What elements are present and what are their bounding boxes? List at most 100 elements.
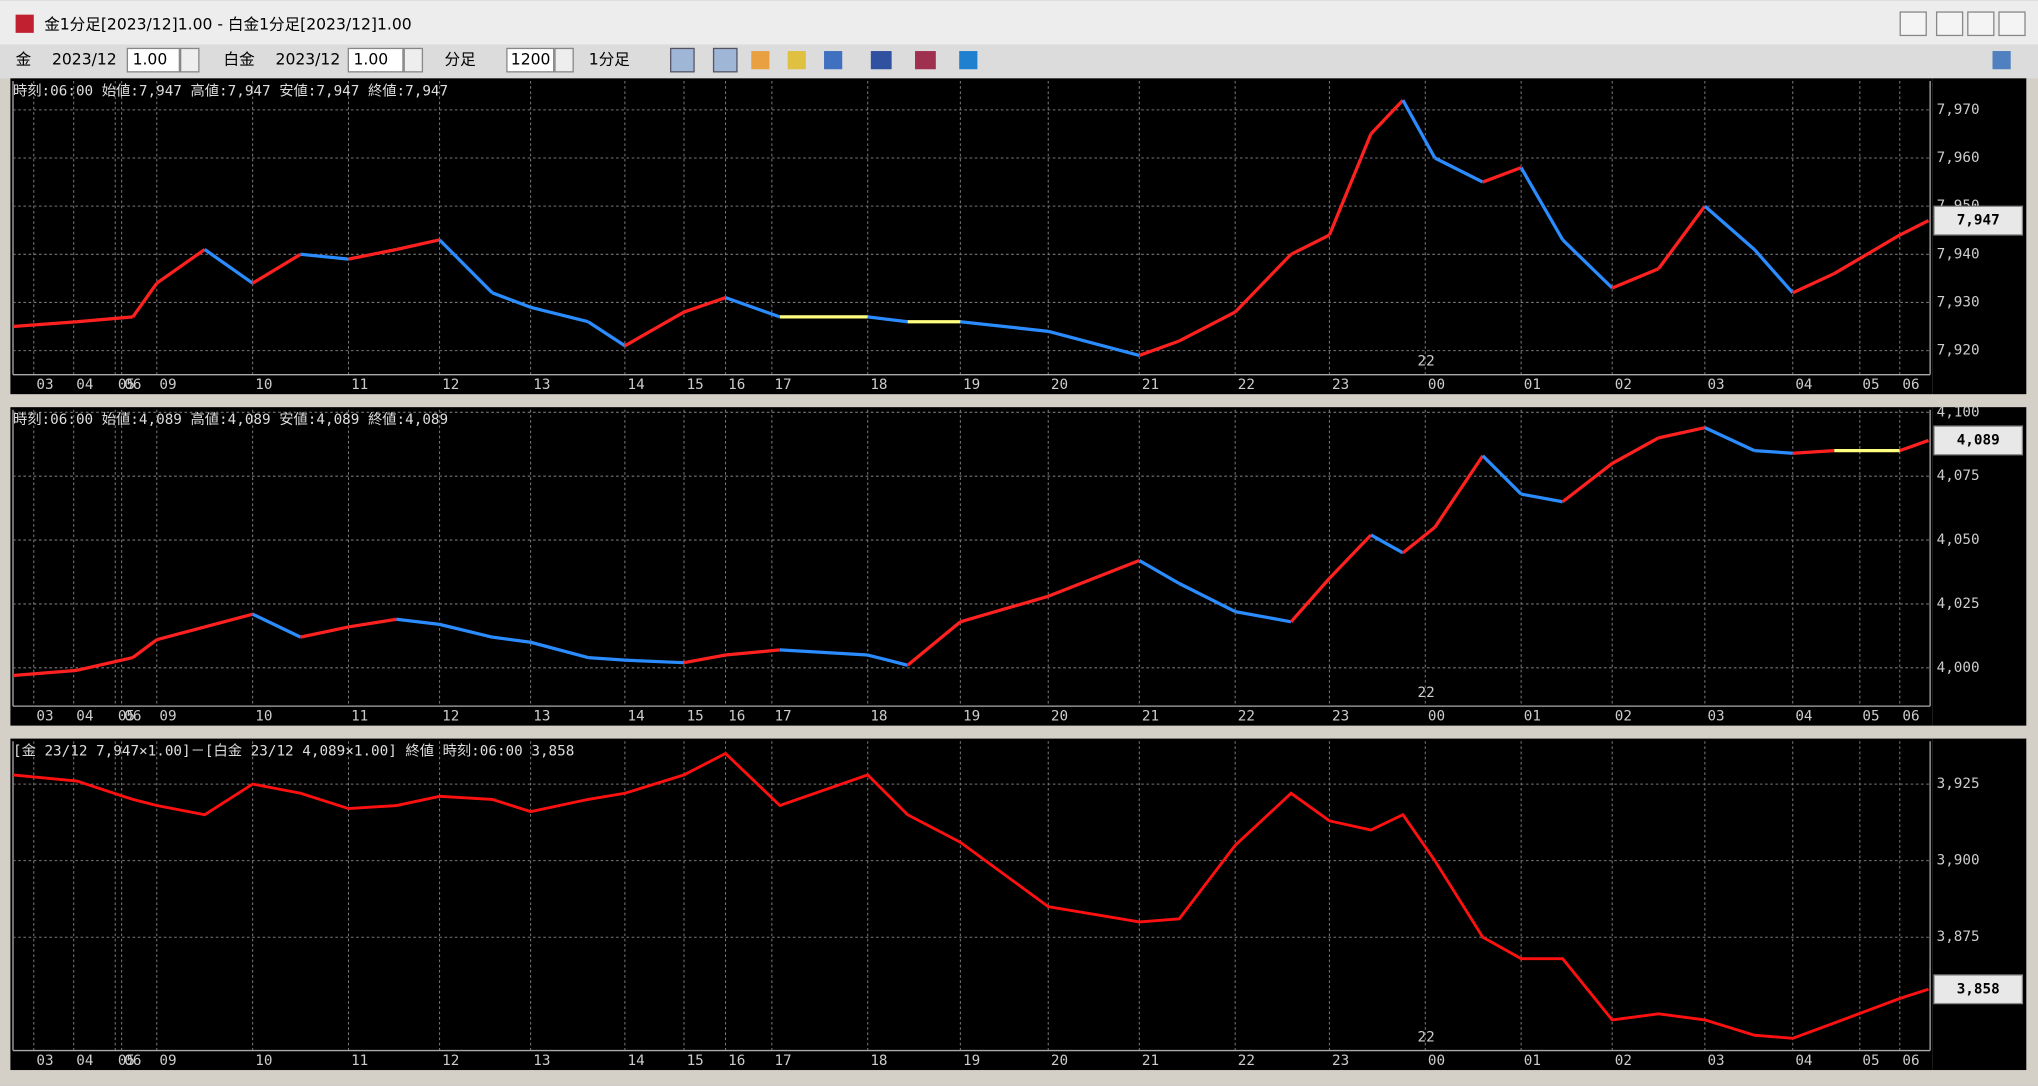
x-tick-label: 06 — [124, 709, 141, 725]
axis-background — [1932, 78, 2027, 395]
draw-tool[interactable] — [824, 51, 843, 70]
price-segment — [1899, 438, 1930, 453]
close-button[interactable] — [1998, 11, 2026, 37]
pen-tool[interactable] — [787, 51, 806, 70]
x-tick-label: 09 — [159, 709, 176, 725]
price-segment — [1703, 204, 1756, 251]
panel-header: 時刻:06:00 始値:7,947 高値:7,947 安値:7,947 終値:7… — [13, 82, 448, 99]
bars-input[interactable] — [506, 47, 555, 73]
y-tick-label: 3,925 — [1937, 776, 1980, 792]
x-tick-label: 15 — [687, 1053, 704, 1069]
period-unit[interactable]: 分足 — [445, 51, 477, 69]
last-value: 3,858 — [1957, 981, 2000, 997]
mult1: 1.00 — [133, 51, 168, 69]
price-segment — [960, 320, 1049, 333]
price-segment — [530, 640, 589, 660]
price-segment — [779, 648, 868, 657]
x-tick-label: 11 — [351, 709, 368, 725]
x-tick-label: 06 — [1902, 1053, 1919, 1069]
price-segment — [491, 291, 532, 309]
x-tick-label: 15 — [687, 377, 704, 393]
tool-button[interactable] — [670, 47, 695, 73]
x-tick-label: 09 — [159, 377, 176, 393]
price-segment — [1178, 582, 1236, 614]
price-segment — [1370, 533, 1404, 555]
indicator-tool[interactable] — [915, 51, 936, 70]
axis-background — [1932, 407, 2027, 726]
price-segment — [348, 247, 397, 261]
price-segment — [1178, 310, 1236, 343]
x-tick-label: 13 — [533, 1053, 550, 1069]
price-segment — [724, 296, 781, 319]
price-segment — [300, 252, 349, 261]
x-tick-label: 11 — [351, 1053, 368, 1069]
price-segment — [1611, 436, 1660, 465]
price-segment — [438, 238, 494, 294]
price-segment — [1753, 248, 1794, 294]
y-tick-label: 7,930 — [1937, 294, 1980, 310]
x-tick-label: 05 — [118, 1053, 135, 1069]
x-tick-label: 05 — [1862, 709, 1879, 725]
panel-background — [10, 78, 1933, 395]
x-tick-label: 17 — [774, 1053, 791, 1069]
last-value-box — [1933, 425, 2024, 456]
price-segment — [1658, 426, 1706, 440]
minimize-button[interactable] — [1935, 11, 1964, 37]
maximize-button[interactable] — [1967, 11, 1995, 37]
x-tick-label: 10 — [255, 1053, 272, 1069]
mult1-input[interactable] — [126, 47, 181, 73]
price-segment — [155, 248, 206, 285]
last-value: 4,089 — [1957, 432, 2000, 448]
price-segment — [1611, 267, 1660, 290]
x-tick-label: 21 — [1142, 709, 1159, 725]
mult2-spin[interactable] — [403, 47, 424, 73]
settings-tool[interactable] — [1992, 51, 2011, 70]
bars-spin[interactable] — [554, 47, 574, 73]
price-segment — [1704, 426, 1756, 453]
month2: 2023/12 — [276, 51, 341, 69]
toolbar — [0, 44, 2038, 79]
panel-background — [10, 407, 1933, 726]
price-segment — [396, 617, 440, 626]
title-bar — [0, 0, 2038, 45]
price-segment — [959, 594, 1049, 624]
x-tick-label: 22 — [1238, 377, 1255, 393]
restore-button[interactable] — [1899, 11, 1927, 37]
price-segment — [906, 620, 962, 667]
price-segment — [1520, 492, 1563, 504]
x-tick-label: 19 — [963, 1053, 980, 1069]
y-tick-label: 4,100 — [1937, 404, 1980, 420]
refresh-tool[interactable] — [959, 51, 978, 70]
x-tick-label: 15 — [687, 709, 704, 725]
x-tick-label: 23 — [1332, 377, 1349, 393]
mult1-spin[interactable] — [180, 47, 200, 73]
x-tick-label: 00 — [1428, 1053, 1445, 1069]
pointer-tool[interactable] — [712, 47, 738, 73]
x-tick-label: 12 — [442, 377, 459, 393]
price-segment — [587, 320, 626, 348]
x-tick-label: 21 — [1142, 377, 1159, 393]
price-segment — [1290, 233, 1331, 256]
x-tick-label: 18 — [870, 1053, 887, 1069]
x-tick-label: 11 — [351, 377, 368, 393]
price-segment — [1369, 99, 1405, 136]
period[interactable]: 1分足 — [589, 51, 630, 69]
chart-tool[interactable] — [870, 51, 892, 70]
price-segment — [131, 282, 159, 318]
price-segment — [1401, 526, 1436, 555]
x-tick-label: 12 — [442, 1053, 459, 1069]
window-title: 金1分足[2023/12]1.00 - 白金1分足[2023/12]1.00 — [44, 16, 412, 34]
x-tick-label: 05 — [1862, 1053, 1879, 1069]
date-marker: 22 — [1417, 1030, 1434, 1046]
x-tick-label: 13 — [533, 377, 550, 393]
x-tick-label: 06 — [1902, 377, 1919, 393]
hand-tool[interactable] — [751, 51, 770, 70]
x-tick-label: 03 — [1707, 709, 1724, 725]
mult2-input[interactable] — [347, 47, 404, 73]
x-tick-label: 04 — [1795, 709, 1812, 725]
panel-header: 時刻:06:00 始値:4,089 高値:4,089 安値:4,089 終値:4… — [13, 411, 448, 428]
price-segment — [725, 648, 780, 657]
x-tick-label: 02 — [1615, 709, 1632, 725]
